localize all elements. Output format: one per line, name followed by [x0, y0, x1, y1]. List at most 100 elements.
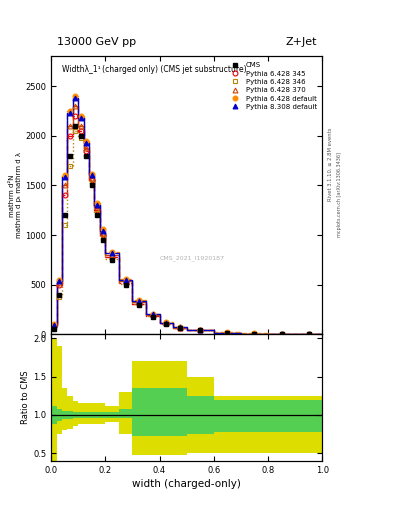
Line: Pythia 8.308 default: Pythia 8.308 default: [51, 96, 311, 336]
Pythia 6.428 346: [68, 162, 72, 168]
Pythia 6.428 345: [151, 312, 155, 318]
Pythia 6.428 346: [123, 281, 128, 287]
Pythia 6.428 default: [68, 108, 72, 114]
Pythia 6.428 default: [95, 200, 99, 206]
Pythia 8.308 default: [62, 175, 67, 181]
Pythia 6.428 346: [151, 313, 155, 319]
CMS: [110, 257, 114, 263]
Pythia 6.428 346: [57, 293, 62, 300]
Pythia 6.428 default: [110, 249, 114, 255]
X-axis label: width (charged-only): width (charged-only): [132, 479, 241, 489]
Pythia 6.428 346: [90, 180, 94, 186]
Pythia 8.308 default: [110, 250, 114, 257]
Pythia 8.308 default: [137, 298, 141, 304]
Text: Z+Jet: Z+Jet: [285, 36, 317, 47]
Text: Widthλ_1¹ (charged only) (CMS jet substructure): Widthλ_1¹ (charged only) (CMS jet substr…: [62, 65, 246, 74]
Pythia 6.428 345: [90, 177, 94, 183]
CMS: [90, 182, 94, 188]
Pythia 6.428 default: [51, 322, 56, 328]
Pythia 8.308 default: [151, 311, 155, 317]
Pythia 6.428 370: [123, 278, 128, 284]
Pythia 6.428 default: [178, 324, 182, 330]
Pythia 6.428 346: [164, 321, 169, 327]
Pythia 6.428 345: [79, 127, 83, 134]
Pythia 6.428 345: [68, 133, 72, 139]
Pythia 8.308 default: [178, 325, 182, 331]
CMS: [95, 212, 99, 218]
Pythia 6.428 370: [95, 204, 99, 210]
Pythia 6.428 370: [252, 330, 257, 336]
Pythia 6.428 346: [279, 331, 284, 337]
CMS: [79, 133, 83, 139]
CMS: [198, 327, 203, 333]
Pythia 6.428 345: [198, 327, 203, 333]
Pythia 6.428 default: [225, 329, 230, 335]
Pythia 6.428 346: [306, 331, 311, 337]
Pythia 6.428 370: [68, 123, 72, 129]
Pythia 6.428 370: [110, 252, 114, 258]
Pythia 6.428 346: [95, 210, 99, 216]
CMS: [62, 212, 67, 218]
Pythia 8.308 default: [225, 329, 230, 335]
Y-axis label: Ratio to CMS: Ratio to CMS: [21, 371, 30, 424]
Line: Pythia 6.428 346: Pythia 6.428 346: [51, 129, 311, 336]
Pythia 6.428 default: [79, 113, 83, 119]
Pythia 6.428 346: [252, 331, 257, 337]
Pythia 6.428 345: [178, 325, 182, 331]
Text: 13000 GeV pp: 13000 GeV pp: [57, 36, 136, 47]
Pythia 6.428 345: [306, 331, 311, 337]
Legend: CMS, Pythia 6.428 345, Pythia 6.428 346, Pythia 6.428 370, Pythia 6.428 default,: CMS, Pythia 6.428 345, Pythia 6.428 346,…: [226, 60, 319, 112]
Pythia 6.428 345: [252, 330, 257, 336]
Line: Pythia 6.428 default: Pythia 6.428 default: [51, 94, 311, 336]
Pythia 6.428 346: [137, 301, 141, 307]
Pythia 6.428 345: [51, 324, 56, 330]
Pythia 6.428 370: [62, 182, 67, 188]
Line: Pythia 6.428 345: Pythia 6.428 345: [51, 114, 311, 336]
Pythia 6.428 default: [151, 310, 155, 316]
Pythia 6.428 370: [90, 176, 94, 182]
CMS: [151, 313, 155, 319]
Pythia 6.428 370: [73, 103, 78, 109]
Pythia 6.428 default: [164, 319, 169, 326]
CMS: [279, 331, 284, 337]
Pythia 6.428 345: [164, 321, 169, 327]
Pythia 8.308 default: [57, 278, 62, 284]
Pythia 6.428 default: [100, 226, 105, 232]
Pythia 8.308 default: [68, 110, 72, 116]
CMS: [225, 330, 230, 336]
Pythia 6.428 default: [123, 275, 128, 282]
Line: CMS: CMS: [52, 124, 311, 336]
Pythia 6.428 346: [225, 330, 230, 336]
Pythia 6.428 default: [84, 138, 89, 144]
Pythia 6.428 default: [90, 170, 94, 177]
CMS: [137, 302, 141, 308]
Pythia 8.308 default: [100, 228, 105, 234]
Pythia 6.428 346: [100, 235, 105, 241]
Pythia 6.428 345: [62, 193, 67, 199]
Pythia 8.308 default: [73, 95, 78, 101]
Pythia 6.428 default: [73, 93, 78, 99]
Pythia 8.308 default: [306, 331, 311, 337]
Pythia 6.428 default: [137, 297, 141, 303]
Pythia 8.308 default: [164, 319, 169, 326]
Pythia 6.428 346: [178, 325, 182, 331]
Pythia 6.428 default: [57, 276, 62, 283]
Pythia 6.428 370: [225, 329, 230, 335]
Pythia 6.428 346: [79, 135, 83, 141]
Pythia 6.428 346: [62, 222, 67, 228]
Pythia 6.428 345: [84, 147, 89, 154]
Pythia 6.428 370: [306, 331, 311, 337]
Pythia 6.428 default: [198, 327, 203, 333]
Pythia 6.428 345: [225, 330, 230, 336]
Pythia 6.428 346: [84, 153, 89, 159]
Pythia 6.428 370: [151, 311, 155, 317]
Pythia 6.428 370: [100, 230, 105, 236]
Pythia 6.428 370: [51, 323, 56, 329]
Pythia 6.428 346: [51, 325, 56, 331]
Pythia 6.428 345: [137, 301, 141, 307]
CMS: [84, 153, 89, 159]
Pythia 6.428 370: [137, 298, 141, 305]
Pythia 6.428 345: [57, 282, 62, 288]
Pythia 6.428 default: [306, 331, 311, 337]
CMS: [57, 292, 62, 298]
